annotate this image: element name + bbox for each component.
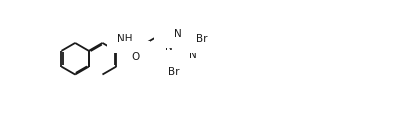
Text: Br: Br [168, 67, 180, 77]
Text: Br: Br [196, 34, 208, 43]
Text: NH: NH [118, 34, 133, 44]
Text: N: N [174, 29, 182, 39]
Text: O: O [131, 52, 139, 62]
Text: N: N [189, 49, 197, 59]
Text: N: N [165, 41, 172, 51]
